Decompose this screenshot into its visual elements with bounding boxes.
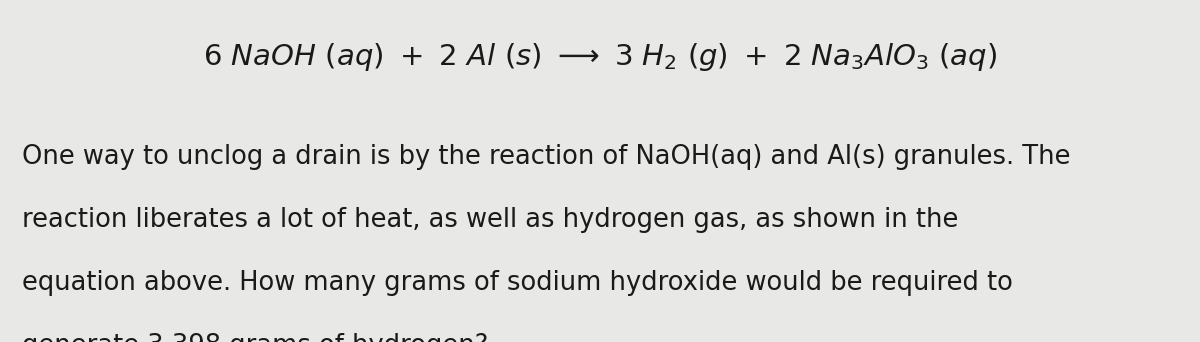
Text: One way to unclog a drain is by the reaction of NaOH(aq) and Al(s) granules. The: One way to unclog a drain is by the reac…: [22, 144, 1070, 170]
Text: $\it{6\ NaOH\ (aq)\ +\ 2\ Al\ (s)\ }$$\longrightarrow$$\it{\ 3\ H_{2}\ (g)\ +\ 2: $\it{6\ NaOH\ (aq)\ +\ 2\ Al\ (s)\ }$$\l…: [203, 41, 997, 73]
Text: equation above. How many grams of sodium hydroxide would be required to: equation above. How many grams of sodium…: [22, 270, 1013, 296]
Text: generate 3.398 grams of hydrogen?: generate 3.398 grams of hydrogen?: [22, 333, 488, 342]
Text: reaction liberates a lot of heat, as well as hydrogen gas, as shown in the: reaction liberates a lot of heat, as wel…: [22, 207, 958, 233]
